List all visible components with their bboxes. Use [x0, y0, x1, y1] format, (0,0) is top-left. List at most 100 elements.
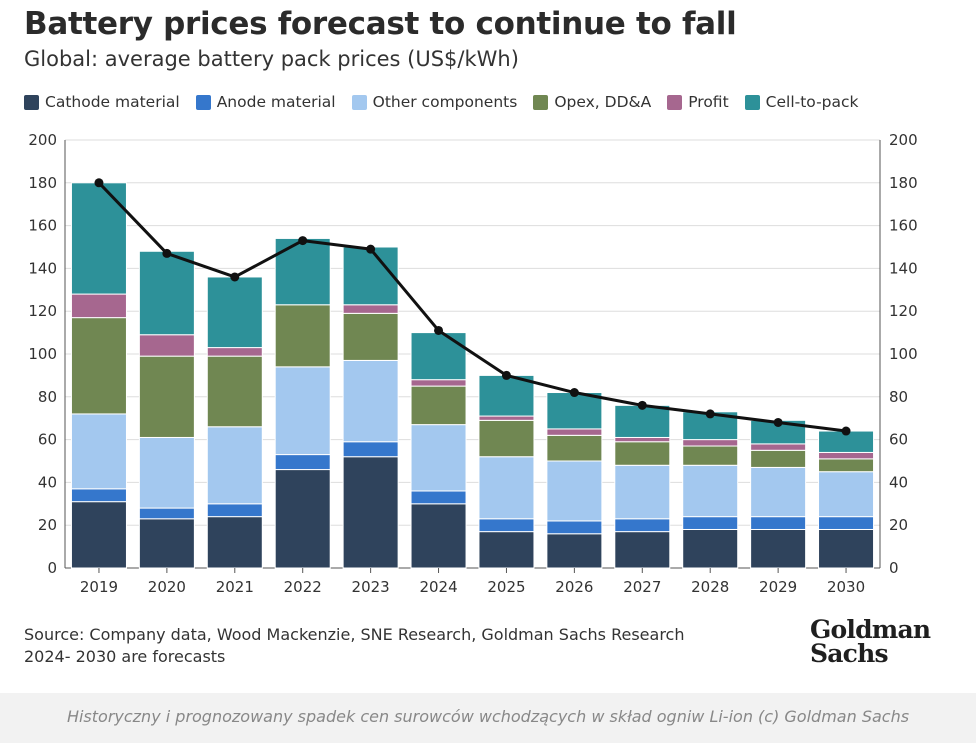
x-tick-label: 2022 [284, 578, 322, 595]
bar-segment-cell-to-pack [478, 374, 535, 417]
bar-segment-anode [750, 516, 807, 530]
total-price-line [97, 181, 847, 433]
bar-segment-other [478, 456, 535, 520]
bar-segment-cathode [342, 456, 399, 569]
bar-segment-anode [70, 488, 127, 503]
x-tick-label: 2027 [623, 578, 661, 595]
legend-item-opex: Opex, DD&A [533, 93, 651, 111]
y-tick-label-left: 20 [38, 516, 57, 534]
y-tick-label-right: 60 [889, 431, 908, 449]
bar-segment-profit [138, 334, 195, 357]
image-caption: Historyczny i prognozowany spadek cen su… [66, 707, 910, 726]
bar-segment-other [614, 464, 671, 520]
bar-segment-cell-to-pack [342, 246, 399, 306]
legend-swatch [667, 94, 683, 110]
bar-segment-cathode [546, 533, 603, 569]
legend-label: Cell-to-pack [765, 93, 859, 111]
total-price-point [569, 388, 579, 398]
bar-segment-profit [818, 451, 875, 460]
bar-segment-cathode [478, 531, 535, 569]
caption-bar: Historyczny i prognozowany spadek cen su… [0, 693, 976, 743]
x-tick-label: 2029 [759, 578, 797, 595]
bar-segment-anode [478, 518, 535, 533]
y-tick-label-left: 60 [38, 431, 57, 449]
y-tick-label-right: 40 [889, 473, 908, 491]
bar-segment-cell-to-pack [410, 332, 467, 381]
x-tick-label: 2020 [148, 578, 186, 595]
bar-segment-opex [70, 317, 127, 415]
bar-segment-other [750, 466, 807, 518]
bar-segment-cell-to-pack [206, 276, 263, 349]
bar-segment-profit [478, 415, 535, 421]
legend-item-cathode: Cathode material [24, 93, 180, 111]
y-tick-label-left: 160 [28, 217, 57, 235]
bar-segment-other [206, 426, 263, 505]
bar-segment-profit [70, 293, 127, 319]
bar-segment-other [682, 464, 739, 518]
legend-swatch [351, 94, 367, 110]
bar-segment-anode [342, 441, 399, 458]
total-price-point [705, 409, 715, 419]
bar-segment-opex [546, 434, 603, 462]
bar-segment-cell-to-pack [138, 250, 195, 336]
chart-subtitle: Global: average battery pack prices (US$… [24, 47, 519, 71]
total-price-point [434, 325, 444, 335]
chart-title: Battery prices forecast to continue to f… [24, 6, 737, 42]
bar-segment-anode [546, 520, 603, 535]
bar-segment-anode [682, 516, 739, 530]
legend-label: Other components [372, 93, 518, 111]
legend-item-anode: Anode material [195, 93, 336, 111]
bar-segment-other [70, 413, 127, 490]
bar-segment-opex [682, 445, 739, 466]
bar-segment-cathode [682, 528, 739, 569]
total-price-point [366, 244, 376, 254]
bar-segment-profit [682, 439, 739, 447]
x-tick-label: 2030 [827, 578, 865, 595]
legend-item-cell-to-pack: Cell-to-pack [744, 93, 859, 111]
bar-segment-anode [818, 516, 875, 530]
x-tick-label: 2023 [352, 578, 390, 595]
x-tick-label: 2026 [555, 578, 593, 595]
bar-segment-opex [274, 304, 331, 368]
y-tick-label-left: 200 [28, 131, 57, 149]
y-tick-label-left: 40 [38, 473, 57, 491]
bar-segment-other [138, 436, 195, 509]
y-tick-label-right: 200 [889, 131, 918, 149]
y-tick-label-right: 140 [889, 259, 918, 277]
bar-segment-opex [342, 312, 399, 361]
total-price-point [298, 236, 308, 246]
x-tick-label: 2019 [80, 578, 118, 595]
bar-segment-cathode [614, 531, 671, 569]
y-tick-label-right: 180 [889, 174, 918, 192]
legend-label: Anode material [216, 93, 336, 111]
legend-label: Cathode material [45, 93, 180, 111]
bar-segment-cathode [206, 516, 263, 569]
bar-segment-opex [478, 419, 535, 458]
bar-segment-profit [750, 443, 807, 451]
bar-segment-cell-to-pack [274, 237, 331, 306]
x-tick-label: 2025 [487, 578, 525, 595]
bar-segment-anode [206, 503, 263, 518]
bar-segment-anode [138, 507, 195, 520]
total-price-point [501, 370, 511, 380]
y-tick-label-right: 20 [889, 516, 908, 534]
legend-swatch [195, 94, 211, 110]
bar-segment-cathode [70, 501, 127, 569]
total-price-point [773, 417, 783, 427]
x-tick-label: 2024 [419, 578, 457, 595]
y-tick-label-right: 160 [889, 217, 918, 235]
bar-segment-cell-to-pack [70, 182, 127, 295]
goldman-sachs-logo: Goldman Sachs [810, 617, 931, 668]
bar-segment-cathode [274, 469, 331, 569]
bar-segment-profit [614, 436, 671, 443]
total-price-point [94, 178, 104, 188]
bar-segment-profit [410, 379, 467, 387]
bar-segment-cell-to-pack [614, 404, 671, 438]
bar-segment-anode [274, 454, 331, 471]
legend-item-other: Other components [351, 93, 518, 111]
logo-line-2: Sachs [810, 639, 889, 668]
legend-swatch [533, 94, 549, 110]
y-tick-label-left: 140 [28, 259, 57, 277]
bar-segment-other [274, 366, 331, 456]
bar-segment-opex [750, 449, 807, 468]
